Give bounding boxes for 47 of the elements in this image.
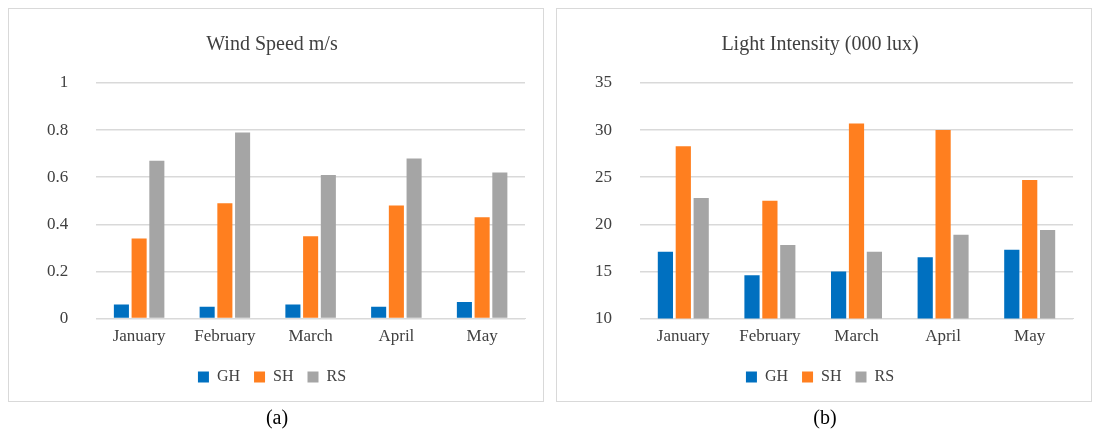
bar [235, 132, 251, 318]
legend-label: RS [874, 367, 895, 385]
bar [303, 236, 319, 318]
y-tick-label: 0 [59, 308, 69, 328]
y-tick-label: 20 [595, 213, 612, 233]
legend-label: RS [326, 367, 347, 385]
legend-label: SH [273, 367, 294, 385]
bar [492, 172, 508, 318]
bar [113, 304, 129, 318]
bar [149, 160, 165, 318]
bar [371, 306, 387, 318]
x-tick-label: March [834, 326, 880, 346]
y-tick-label: 0.4 [47, 213, 69, 233]
x-tick-label: April [925, 326, 962, 346]
y-tick-label: 35 [595, 72, 612, 92]
x-tick-label: January [656, 326, 711, 346]
bar [474, 217, 490, 318]
x-tick-label: May [466, 326, 499, 346]
y-tick-label: 0.2 [47, 260, 69, 280]
y-tick-label: 0.8 [47, 119, 69, 139]
x-tick-label: February [739, 326, 802, 346]
x-tick-label: January [112, 326, 167, 346]
text: (b) [812, 406, 838, 429]
y-tick-label: 25 [595, 166, 612, 186]
bar [217, 203, 233, 318]
bar [320, 174, 336, 318]
y-tick-label: 15 [595, 260, 612, 280]
bar [131, 238, 147, 318]
x-tick-label: May [1014, 326, 1046, 346]
chart-title: Wind Speed m/s [206, 32, 338, 56]
bar [285, 304, 301, 318]
bar [406, 158, 422, 318]
text: (a) [264, 406, 290, 429]
x-tick-label: February [194, 326, 257, 346]
y-tick-label: 10 [595, 308, 612, 328]
bar [388, 205, 404, 318]
chart-title: Light Intensity (000 lux) [721, 32, 919, 56]
legend-label: GH [216, 367, 241, 385]
bar [199, 306, 215, 318]
y-tick-label: 1 [59, 72, 69, 92]
x-tick-label: March [288, 326, 334, 346]
bar [456, 302, 472, 318]
y-tick-label: 30 [595, 119, 612, 139]
legend-label: SH [821, 367, 842, 385]
x-tick-label: April [378, 326, 415, 346]
legend-label: GH [764, 367, 789, 385]
y-tick-label: 0.6 [47, 166, 69, 186]
